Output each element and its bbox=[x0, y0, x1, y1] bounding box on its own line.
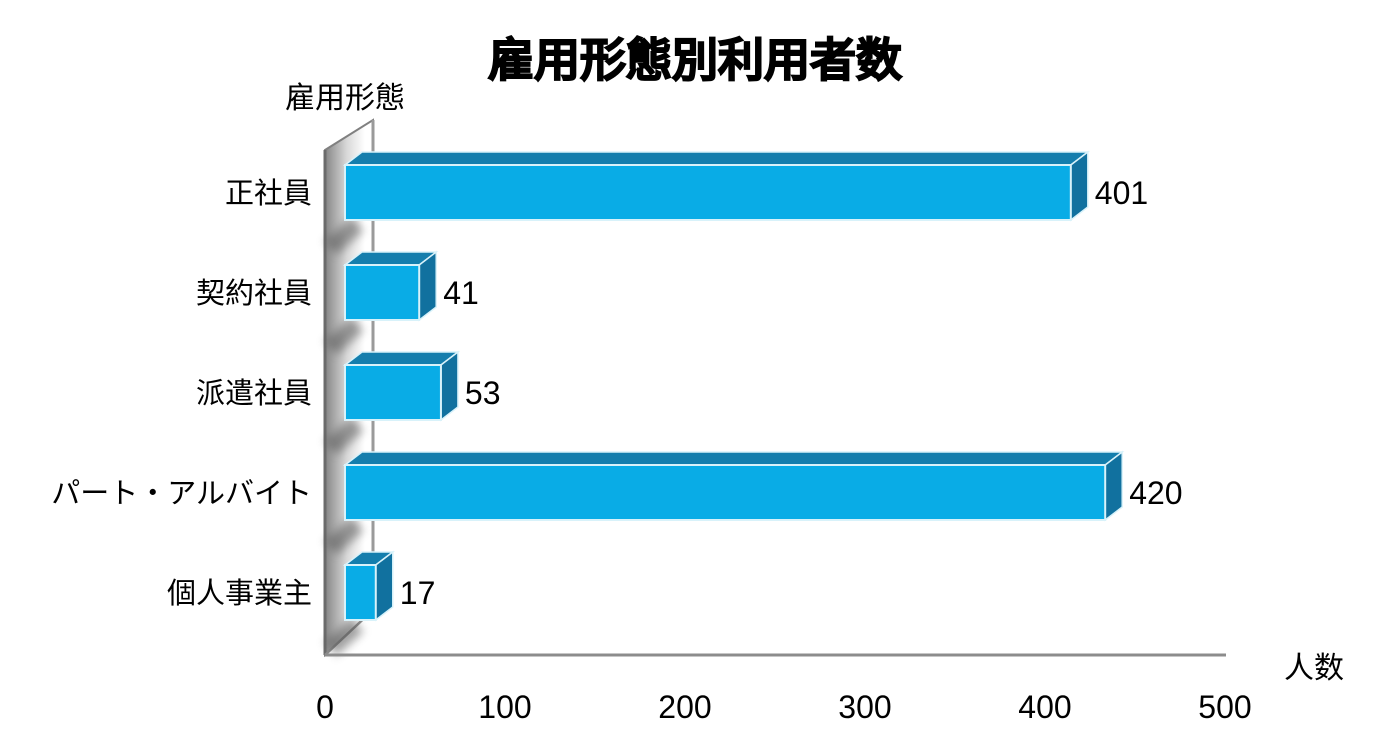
x-tick-label: 500 bbox=[1198, 689, 1251, 725]
bar-wall-shadow bbox=[324, 417, 364, 455]
value-label: 17 bbox=[400, 575, 436, 611]
bar-wall-shadow bbox=[324, 317, 364, 355]
bar-box bbox=[342, 350, 461, 422]
value-label: 401 bbox=[1095, 175, 1148, 211]
value-label: 41 bbox=[443, 275, 479, 311]
bar-box bbox=[342, 450, 1125, 522]
value-labels-group: 401 41 53 420 17 bbox=[400, 175, 1183, 611]
x-tick-label: 0 bbox=[316, 689, 334, 725]
bar-box bbox=[342, 150, 1091, 222]
category-label: 正社員 bbox=[225, 177, 312, 210]
bar-top-face bbox=[342, 351, 461, 366]
bar-front-face bbox=[344, 264, 421, 321]
category-label: 派遣社員 bbox=[196, 377, 312, 410]
bar-side-face bbox=[375, 550, 394, 622]
bar-front-face bbox=[344, 564, 377, 621]
bar-side-face bbox=[440, 350, 459, 422]
x-tick-label: 400 bbox=[1018, 689, 1071, 725]
category-label: パート・アルバイト bbox=[51, 478, 312, 510]
bar-front-face bbox=[344, 164, 1072, 221]
category-label: 個人事業主 bbox=[167, 577, 312, 610]
bar-box bbox=[342, 250, 439, 322]
bar-front-face bbox=[344, 464, 1107, 521]
bar-wall-shadow bbox=[324, 217, 364, 255]
bar-wall-shadow bbox=[324, 517, 364, 555]
bar-wall-shadow bbox=[324, 618, 364, 656]
x-tick-label: 300 bbox=[838, 689, 891, 725]
x-tick-label: 100 bbox=[478, 689, 531, 725]
bar-side-face bbox=[1070, 150, 1089, 222]
category-label: 契約社員 bbox=[196, 277, 312, 310]
x-tick-label: 200 bbox=[658, 689, 711, 725]
bar-front-face bbox=[344, 364, 442, 421]
bar-box bbox=[342, 550, 395, 622]
bar-top-face bbox=[342, 451, 1125, 466]
bar-side-face bbox=[1104, 450, 1123, 522]
y-axis-title: 雇用形態 bbox=[285, 82, 405, 115]
x-axis-title: 人数 bbox=[1284, 652, 1344, 685]
bar-side-face bbox=[418, 250, 437, 322]
x-axis-ticks-group: 0 100 200 300 400 500 bbox=[316, 689, 1252, 725]
bar-top-face bbox=[342, 151, 1091, 166]
bars-group bbox=[342, 150, 1125, 622]
chart-title: 雇用形態別利用者数 bbox=[488, 34, 902, 86]
value-label: 420 bbox=[1129, 475, 1182, 511]
wall-shadows bbox=[324, 217, 364, 656]
value-label: 53 bbox=[465, 375, 501, 411]
